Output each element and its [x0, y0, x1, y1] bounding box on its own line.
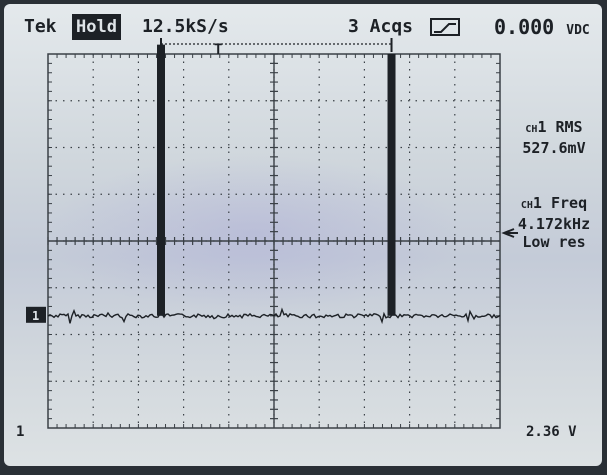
pulse-2 — [387, 54, 396, 316]
dvm-value: 0.000 — [494, 15, 555, 39]
rms-label: 1 RMS — [537, 118, 583, 136]
freq-note: Low res — [522, 233, 586, 251]
pulse-1 — [157, 44, 165, 316]
trigger-slope-glyph — [434, 23, 456, 33]
freq-channel: CH — [520, 200, 533, 211]
graticule: T1 — [26, 38, 518, 429]
dvm-readout: 0.000 VDC — [494, 14, 590, 40]
baseline-trace — [47, 307, 501, 325]
freq-measurement: CH1 Freq 4.172kHz Low res — [506, 194, 602, 251]
trigger-position-marker: T — [214, 42, 222, 58]
ground-marker-label: 1 — [32, 309, 39, 323]
channel-indicator: 1 — [16, 424, 25, 440]
dvm-unit: VDC — [566, 23, 590, 38]
acquisition-count: 3 Acqs — [348, 16, 414, 37]
trigger-level: 2.36 V — [526, 424, 577, 440]
freq-value: 4.172kHz — [517, 215, 591, 233]
freq-label: 1 Freq — [532, 194, 588, 212]
rms-value: 527.6mV — [522, 139, 586, 157]
sample-rate: 12.5kS/s — [142, 16, 229, 37]
trigger-slope-icon — [430, 18, 460, 36]
rms-channel: CH — [525, 124, 538, 135]
rms-measurement: CH1 RMS 527.6mV — [506, 118, 602, 157]
brand-label: Tek — [24, 16, 57, 37]
ground-marker — [26, 306, 46, 323]
hold-badge: Hold — [72, 14, 121, 40]
